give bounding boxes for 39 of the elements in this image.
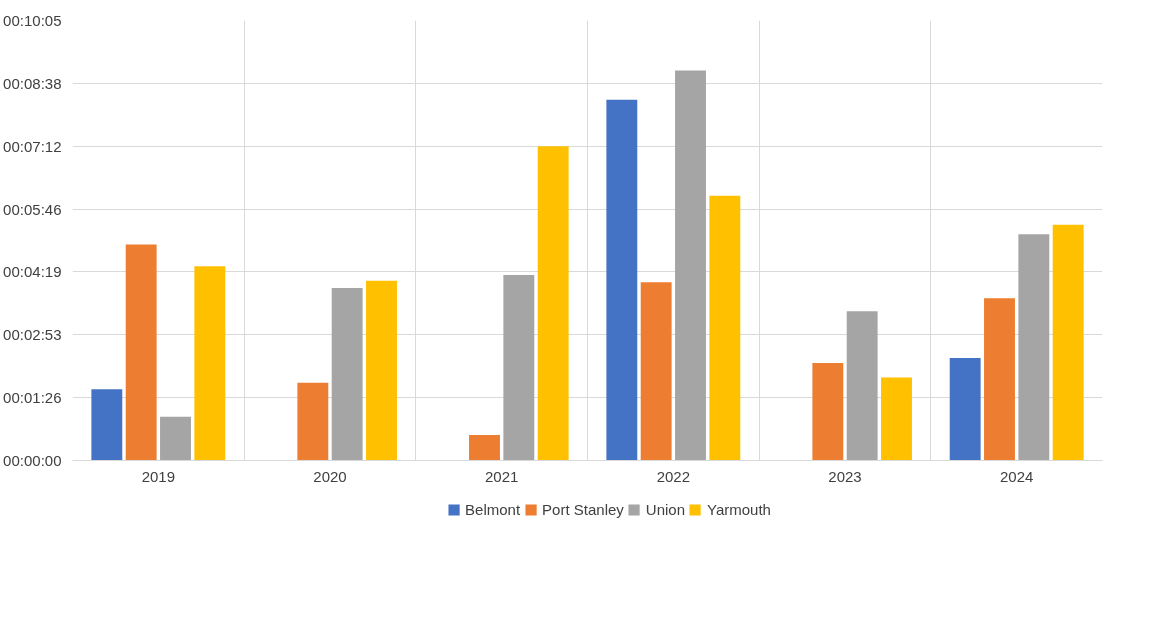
x-tick-label: 2023 bbox=[828, 467, 862, 485]
bar bbox=[881, 377, 912, 461]
bar bbox=[1018, 234, 1050, 461]
x-tick-label: 2021 bbox=[484, 467, 519, 485]
legend-label: Port Stanley bbox=[542, 500, 624, 518]
bar bbox=[812, 363, 844, 461]
legend-label: Yarmouth bbox=[707, 500, 771, 518]
x-tick-label: 2020 bbox=[313, 467, 347, 485]
bar bbox=[1052, 224, 1084, 461]
bar bbox=[846, 311, 878, 461]
y-tick-label: 00:01:26 bbox=[3, 389, 62, 407]
x-tick-label: 2019 bbox=[141, 467, 176, 485]
bar bbox=[125, 244, 157, 461]
bar bbox=[366, 280, 397, 461]
y-tick-label: 00:05:46 bbox=[3, 200, 62, 218]
bar bbox=[160, 416, 191, 461]
bar bbox=[537, 146, 569, 461]
bar bbox=[606, 99, 638, 461]
bar bbox=[503, 274, 535, 461]
bar bbox=[297, 382, 329, 461]
y-tick-label: 00:00:00 bbox=[3, 452, 62, 469]
legend-label: Union bbox=[645, 500, 686, 518]
x-tick-label: 2024 bbox=[999, 467, 1034, 485]
bar bbox=[675, 70, 706, 461]
y-tick-label: 00:10:05 bbox=[3, 12, 62, 29]
bar bbox=[331, 288, 363, 461]
y-tick-label: 00:04:19 bbox=[3, 263, 62, 281]
bar bbox=[709, 195, 741, 461]
bar bbox=[194, 266, 226, 461]
bar bbox=[984, 298, 1015, 461]
y-tick-label: 00:07:12 bbox=[3, 137, 62, 155]
x-tick-label: 2022 bbox=[656, 467, 691, 485]
y-tick-label: 00:02:53 bbox=[3, 326, 62, 344]
y-tick-label: 00:08:38 bbox=[3, 74, 62, 92]
legend-label: Belmont bbox=[465, 500, 521, 518]
bar bbox=[91, 389, 123, 461]
bar bbox=[469, 435, 500, 461]
bar bbox=[640, 282, 672, 461]
bar bbox=[949, 357, 981, 461]
